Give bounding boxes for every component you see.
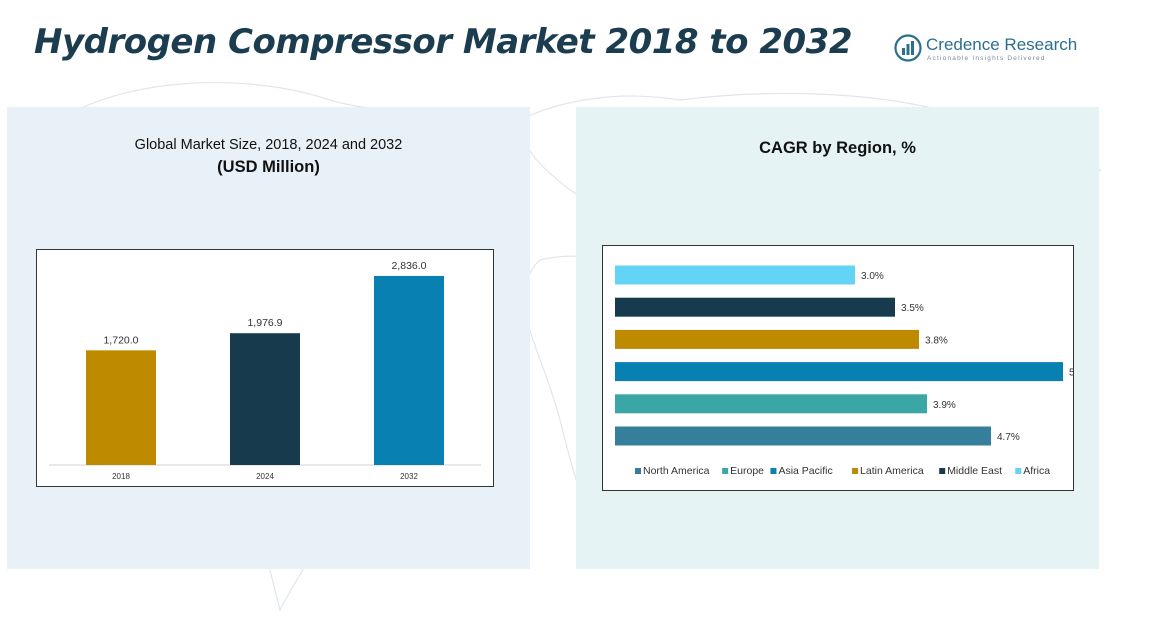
page-title: Hydrogen Compressor Market 2018 to 2032 <box>34 22 853 62</box>
bar-value-label-2024: 1,976.9 <box>247 317 282 329</box>
bar-europe <box>615 394 927 414</box>
bar-value-label-asia-pacific: 5.6% <box>1069 368 1073 379</box>
cagr-chart-svg: 3.0% 3.5% 3.8% 5.6% 3.9% 4.7% North America Eur… <box>615 265 1092 477</box>
bar-2032 <box>374 275 444 465</box>
legend-label-asia-pacific: Asia Pacific <box>778 465 832 477</box>
brand-logo: Credence Research Actionable Insights De… <box>894 34 1084 68</box>
bar-asia-pacific <box>615 362 1063 382</box>
cagr-chart: 3.0% 3.5% 3.8% 5.6% 3.9% 4.7% North America Eur… <box>602 245 1092 491</box>
bar-value-label-2018: 1,720.0 <box>103 334 138 346</box>
logo-name: Credence Research <box>926 35 1078 54</box>
bar-value-label-middle-east: 3.5% <box>901 303 924 314</box>
logo-tagline: Actionable Insights Delivered <box>927 55 1046 62</box>
bar-2024 <box>230 333 300 465</box>
x-tick-label-2024: 2024 <box>256 472 274 481</box>
bar-middle-east <box>615 297 895 317</box>
market-size-chart-svg: 1,720.0 2018 1,976.9 2024 2,836.0 2032 <box>49 260 481 481</box>
legend-swatch-africa <box>1015 468 1022 474</box>
bar-value-label-north-america: 4.7% <box>997 432 1020 443</box>
market-size-unit: (USD Million) <box>217 158 320 176</box>
cagr-title: CAGR by Region, % <box>759 139 916 157</box>
legend-label-middle-east: Middle East <box>947 465 1002 477</box>
legend-swatch-north-america <box>635 468 641 474</box>
x-tick-label-2032: 2032 <box>400 472 418 481</box>
bar-value-label-africa: 3.0% <box>861 271 884 282</box>
market-size-subtitle: Global Market Size, 2018, 2024 and 2032 <box>134 137 403 153</box>
bar-africa <box>615 265 855 285</box>
legend-swatch-latin-america <box>852 468 859 474</box>
legend-label-africa: Africa <box>1023 465 1050 477</box>
credence-logo-icon <box>894 34 922 62</box>
bar-value-label-latin-america: 3.8% <box>925 335 948 346</box>
legend-label-europe: Europe <box>730 465 764 477</box>
legend-swatch-europe <box>722 468 729 474</box>
legend-swatch-middle-east <box>939 468 946 474</box>
bar-value-label-2032: 2,836.0 <box>391 260 426 272</box>
bar-value-label-europe: 3.9% <box>933 400 956 411</box>
legend-label-latin-america: Latin America <box>860 465 924 477</box>
bar-latin-america <box>615 329 919 349</box>
bar-2018 <box>86 350 156 465</box>
legend-swatch-asia-pacific <box>770 468 777 474</box>
x-tick-label-2018: 2018 <box>112 472 130 481</box>
bar-north-america <box>615 426 991 446</box>
legend-label-north-america: North America <box>643 465 710 477</box>
market-size-chart: 1,720.0 2018 1,976.9 2024 2,836.0 2032 <box>36 249 494 487</box>
